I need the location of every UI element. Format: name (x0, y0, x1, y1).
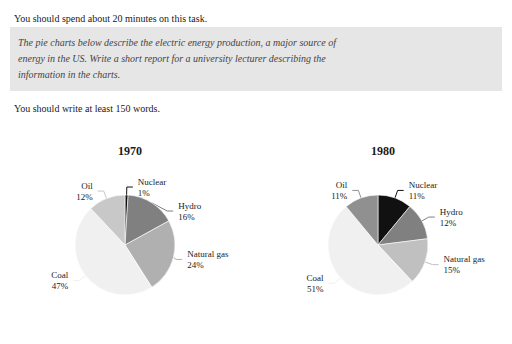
svg-text:information in the charts.: information in the charts. (18, 69, 120, 80)
svg-text:Coal: Coal (51, 270, 68, 280)
svg-text:11%: 11% (409, 191, 426, 201)
svg-text:15%: 15% (444, 265, 461, 275)
svg-text:Nuclear: Nuclear (409, 180, 437, 190)
svg-text:Hydro: Hydro (178, 201, 201, 211)
svg-text:energy in the US. Write a shor: energy in the US. Write a short report f… (18, 53, 326, 64)
svg-text:You should spend about 20 minu: You should spend about 20 minutes on thi… (14, 13, 207, 24)
svg-text:The pie charts below describe: The pie charts below describe the electr… (18, 37, 337, 48)
svg-text:Oil: Oil (81, 181, 93, 191)
svg-text:Natural gas: Natural gas (187, 249, 229, 259)
svg-text:12%: 12% (76, 192, 93, 202)
svg-text:Nuclear: Nuclear (138, 177, 166, 187)
svg-text:24%: 24% (187, 260, 204, 270)
svg-text:51%: 51% (307, 284, 324, 294)
svg-text:12%: 12% (440, 218, 457, 228)
svg-text:Natural gas: Natural gas (444, 254, 486, 264)
svg-text:1%: 1% (138, 188, 151, 198)
svg-text:Hydro: Hydro (440, 207, 463, 217)
svg-text:16%: 16% (178, 212, 195, 222)
svg-text:Oil: Oil (336, 180, 348, 190)
svg-text:Coal: Coal (306, 273, 323, 283)
svg-text:11%: 11% (331, 191, 348, 201)
svg-text:You should write at least 150: You should write at least 150 words. (14, 103, 160, 114)
svg-text:47%: 47% (52, 281, 69, 291)
svg-text:1970: 1970 (118, 144, 142, 158)
svg-text:1980: 1980 (371, 144, 395, 158)
